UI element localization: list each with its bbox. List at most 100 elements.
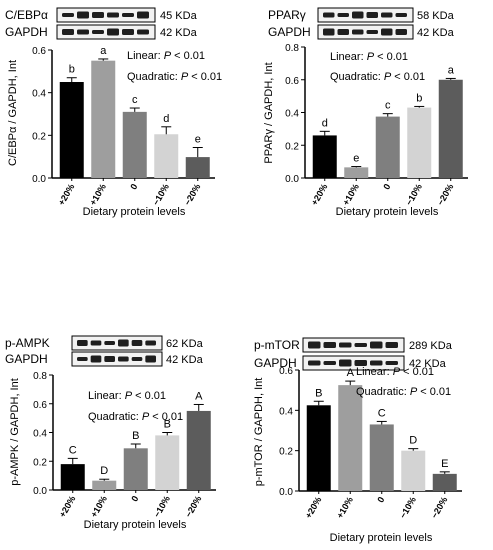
blot-target-kda: 62 KDa [166,338,204,350]
x-tick-label: +10% [89,494,109,519]
bar [122,111,147,178]
y-tick-label: 0.0 [279,487,293,498]
bar [155,435,180,490]
bar [407,107,432,178]
blot-target-strip-band [131,340,143,346]
y-tick-label: 0.6 [32,46,46,57]
blot-control-strip-band [381,28,393,36]
x-tick-label: +10% [88,182,108,207]
y-tick-label: 0.2 [279,447,293,458]
blot-control-strip-band [352,29,364,35]
y-tick-label: 0.4 [279,406,293,417]
bar [60,464,85,490]
quadratic-stat: Quadratic: P < 0.01 [330,71,425,83]
blot-control-strip-frame [302,355,405,371]
panel-3: p-AMPK GAPDH 62 KDa 42 KDa 0.0 0.2 0.4 0.6 0.8 p-… [5,335,216,531]
significance-letter: D [409,435,417,447]
x-tick-label: −10% [404,182,424,207]
y-tick-label: 0.8 [285,43,299,54]
x-tick-label: −20% [435,182,455,207]
x-tick-label: +20% [57,494,77,519]
blot-control-strip-band [77,357,88,361]
x-tick-label: −10% [152,494,172,519]
significance-letter: d [163,113,169,125]
significance-letter: a [448,64,455,76]
blot-control-label: GAPDH [5,352,48,366]
y-tick-label: 0.0 [32,174,46,185]
x-tick-label: +20% [309,182,329,207]
y-tick-label: 0.4 [32,89,46,100]
bar [92,480,117,490]
blot-control-strip-band [145,355,156,363]
blot-control-strip-band [339,359,352,367]
blot-target-strip-band [352,11,364,19]
y-tick-label: 0.2 [32,131,46,142]
blot-target-strip-band [339,342,352,348]
x-tick-label: 0 [129,494,140,503]
y-axis-title: C/EBPα / GAPDH, Int [7,60,19,166]
blot-target-strip-band [118,339,129,347]
x-tick-label: −20% [182,182,202,207]
y-tick-label: 0.8 [33,371,47,382]
bar [344,167,369,178]
x-tick-label: +10% [335,495,355,520]
bar [375,116,400,178]
y-axis-title: p-mTOR / GAPDH, Int [253,378,265,487]
blot-target-strip-band [323,12,335,18]
blot-control-strip-band [137,29,149,35]
linear-stat: Linear: P < 0.01 [356,366,434,378]
blot-control-strip-band [122,29,134,35]
blot-target-strip-band [337,13,349,17]
blot-control-strip [56,24,156,40]
blot-target-strip [71,335,163,351]
blot-target-strip-band [104,341,115,345]
blot-control-strip-band [395,29,407,35]
y-tick-label: 0.6 [285,76,299,87]
bar [154,134,179,178]
y-tick-label: 0.6 [279,366,293,377]
blot-control-strip-band [385,361,398,365]
x-tick-label: −20% [429,495,449,520]
blot-target-label: C/EBPα [5,8,48,22]
panel-1: C/EBPα GAPDH 45 KDa 42 KDa 0.0 0.2 0.4 0.6 C/EBP… [5,7,222,218]
blot-target-strip-band [354,343,367,347]
blot-target-strip [56,7,156,23]
blot-target-strip [317,7,414,23]
blot-target-strip-band [62,13,74,17]
blot-control-strip-band [131,357,143,361]
bar [185,157,210,178]
blot-target-strip-band [92,12,104,18]
bar [432,473,457,491]
x-tick-label: +10% [341,182,361,207]
blot-target-strip-band [77,11,89,19]
x-axis-title: Dietary protein levels [330,532,433,544]
blot-target-strip-band [107,12,119,18]
blot-target-strip-band [308,341,321,349]
x-tick-label: +20% [303,495,323,520]
bar [306,405,331,491]
significance-letter: d [322,117,328,129]
blot-control-label: GAPDH [5,25,48,39]
blot-control-strip-band [90,355,102,363]
blot-target-strip-band [395,13,407,17]
significance-letter: E [441,458,448,470]
bar [186,410,211,490]
blot-control-kda: 42 KDa [409,358,447,370]
bar [369,424,394,491]
blot-target-strip-band [90,340,102,346]
significance-letter: b [416,92,422,104]
blot-control-strip-band [107,28,119,36]
x-tick-label: −10% [398,495,418,520]
blot-control-strip-band [366,30,378,34]
significance-letter: b [69,64,75,76]
blot-target-kda: 45 KDa [160,10,198,22]
significance-letter: A [347,367,355,379]
blot-control-strip-band [323,361,336,365]
y-tick-label: 0.2 [285,141,299,152]
significance-letter: B [315,387,322,399]
blot-control-strip-band [308,360,321,366]
blot-target-strip-frame [71,335,163,351]
blot-control-label: GAPDH [254,356,297,370]
blot-control-kda: 42 KDa [417,27,455,39]
